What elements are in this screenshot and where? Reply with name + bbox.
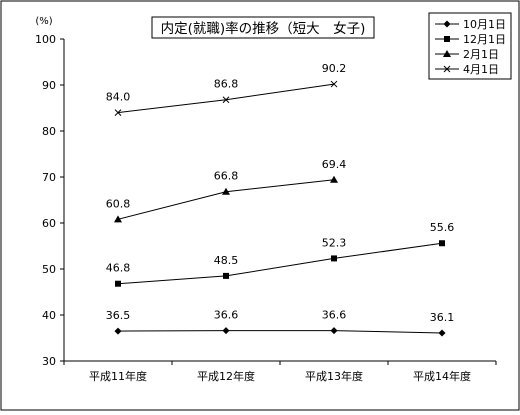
data-point-marker bbox=[330, 175, 338, 183]
data-label: 36.1 bbox=[430, 311, 455, 324]
legend-label: 2月1日 bbox=[463, 48, 499, 61]
data-label: 36.6 bbox=[214, 309, 239, 322]
data-point-marker bbox=[222, 187, 230, 195]
legend-label: 12月1日 bbox=[463, 33, 506, 46]
legend-marker-stroke-b bbox=[443, 65, 451, 73]
series-line-2 bbox=[117, 242, 443, 285]
data-point-marker-stroke-b bbox=[330, 80, 338, 88]
legend-marker bbox=[443, 65, 451, 73]
x-tick-label: 平成11年度 bbox=[89, 369, 147, 383]
data-point-marker bbox=[330, 80, 338, 88]
y-axis-unit: (%) bbox=[35, 16, 52, 27]
data-point-marker bbox=[223, 272, 229, 279]
data-label: 66.8 bbox=[214, 170, 239, 183]
legend-label: 4月1日 bbox=[463, 63, 499, 76]
data-point-marker bbox=[222, 327, 230, 335]
x-tick-label: 平成12年度 bbox=[197, 369, 255, 383]
y-tick-label: 30 bbox=[42, 355, 56, 368]
data-point-marker bbox=[330, 327, 338, 335]
data-label: 46.8 bbox=[106, 262, 131, 275]
data-point-marker bbox=[115, 280, 121, 287]
y-tick-label: 50 bbox=[42, 263, 56, 276]
data-label: 36.5 bbox=[106, 309, 131, 322]
y-tick-label: 40 bbox=[42, 309, 56, 322]
axes: 30 40 50 60 70 80 90 100 平成11年度 平成12年度 平成13年度 平成14年… bbox=[35, 33, 497, 383]
x-tick-label: 平成13年度 bbox=[305, 369, 363, 383]
legend-marker bbox=[443, 20, 451, 28]
data-label: 55.6 bbox=[430, 221, 455, 234]
data-point-marker-stroke-b bbox=[222, 96, 230, 104]
data-label: 60.8 bbox=[106, 197, 131, 210]
data-point-marker bbox=[222, 96, 230, 104]
y-tick-label: 90 bbox=[42, 79, 56, 92]
data-labels: 36.5 36.6 36.6 36.1 46.8 48.5 52.3 55.6 60.8 66.8… bbox=[106, 62, 455, 324]
data-point-marker bbox=[439, 240, 445, 247]
x-tick-label: 平成14年度 bbox=[413, 369, 471, 383]
data-label: 48.5 bbox=[214, 254, 239, 267]
y-tick-label: 80 bbox=[42, 125, 56, 138]
data-point-marker bbox=[114, 215, 122, 223]
data-label: 69.4 bbox=[322, 158, 347, 171]
legend-marker bbox=[444, 36, 450, 42]
data-point-marker-stroke-b bbox=[114, 109, 122, 116]
legend: 10月1日 12月1日 2月1日 4月1日 bbox=[428, 12, 512, 80]
data-label: 90.2 bbox=[322, 62, 347, 75]
chart-title: 内定(就職)率の推移（短大 女子) bbox=[161, 20, 366, 37]
series-line-1 bbox=[117, 330, 443, 334]
data-point-marker bbox=[114, 109, 122, 116]
series-markers bbox=[114, 80, 446, 337]
data-label: 86.8 bbox=[214, 78, 239, 91]
legend-label: 10月1日 bbox=[463, 18, 506, 31]
data-point-marker bbox=[331, 255, 337, 262]
y-tick-label: 60 bbox=[42, 217, 56, 230]
data-label: 36.6 bbox=[322, 309, 347, 322]
chart-title-box bbox=[151, 16, 375, 39]
y-tick-label: 70 bbox=[42, 171, 56, 184]
legend-marker bbox=[443, 50, 451, 57]
y-tick-label: 100 bbox=[35, 33, 56, 46]
data-label: 84.0 bbox=[106, 91, 131, 104]
data-point-marker bbox=[438, 329, 446, 337]
data-point-marker bbox=[114, 327, 122, 335]
data-label: 52.3 bbox=[322, 236, 347, 249]
